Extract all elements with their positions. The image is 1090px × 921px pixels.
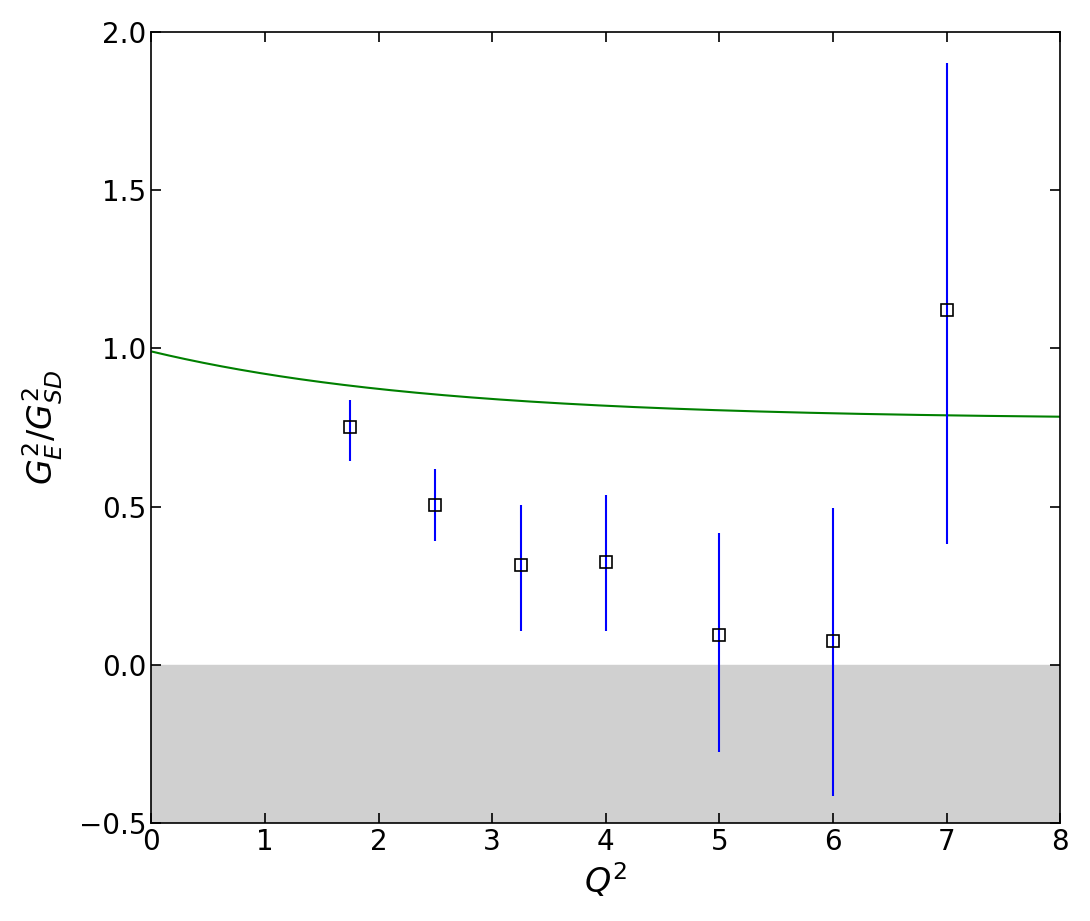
Y-axis label: $G^2_E/G^2_{SD}$: $G^2_E/G^2_{SD}$ — [21, 370, 65, 484]
X-axis label: $Q^2$: $Q^2$ — [584, 861, 628, 900]
Bar — [152, 665, 1061, 823]
